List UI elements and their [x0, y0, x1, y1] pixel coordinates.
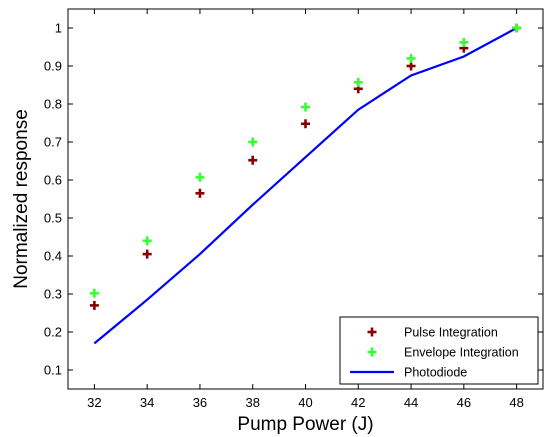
x-tick-label: 36	[193, 395, 207, 410]
y-tick-label: 0.2	[44, 325, 62, 340]
y-tick-label: 0.8	[44, 97, 62, 112]
x-tick-label: 32	[87, 395, 101, 410]
legend-entry-label: Photodiode	[404, 366, 467, 380]
y-axis-label: Normalized response	[11, 109, 32, 289]
x-tick-label: 46	[457, 395, 471, 410]
data-point-envelope	[195, 172, 205, 182]
data-point-pulse	[301, 119, 310, 129]
legend-marker-swatch	[367, 347, 377, 357]
data-point-envelope	[142, 236, 152, 246]
y-tick-label: 0.4	[44, 249, 62, 264]
x-tick-label: 34	[140, 395, 154, 410]
y-tick-label: 0.5	[44, 211, 62, 226]
y-tick-label: 0.9	[44, 59, 62, 74]
series-layer	[89, 23, 522, 345]
data-point-envelope	[353, 77, 363, 87]
data-point-pulse	[406, 61, 416, 71]
y-tick-label: 0.7	[44, 135, 62, 150]
data-point-envelope	[512, 23, 522, 33]
y-tick-label: 1	[55, 21, 62, 36]
data-point-envelope	[459, 37, 469, 47]
data-point-envelope	[248, 137, 258, 147]
legend-entry-label: Envelope Integration	[404, 346, 519, 360]
legend-marker-swatch	[367, 327, 377, 337]
x-tick-label: 38	[245, 395, 259, 410]
y-tick-label: 0.1	[44, 363, 62, 378]
legend-entry-label: Pulse Integration	[404, 326, 498, 340]
x-tick-label: 44	[404, 395, 418, 410]
data-point-pulse	[195, 188, 205, 198]
data-point-pulse	[248, 155, 258, 165]
legend: Pulse Integration Envelope Integration Pho…	[339, 316, 539, 385]
data-point-envelope	[301, 102, 310, 112]
data-point-pulse	[142, 249, 152, 259]
x-tick-label: 40	[298, 395, 312, 410]
data-point-pulse	[89, 300, 99, 310]
data-point-envelope	[89, 288, 99, 298]
x-axis-label: Pump Power (J)	[237, 414, 373, 435]
x-tick-label: 48	[509, 395, 523, 410]
series-line-photodiode	[93, 27, 518, 345]
axis-ticks: 32 34 36 38 40 42 44 46 48 0.1 0.2 0.3 0.4 0.5 0.6 0.7 0…	[44, 9, 543, 410]
data-point-envelope	[406, 53, 416, 63]
y-tick-label: 0.6	[44, 173, 62, 188]
x-tick-label: 42	[351, 395, 365, 410]
y-tick-label: 0.3	[44, 287, 62, 302]
